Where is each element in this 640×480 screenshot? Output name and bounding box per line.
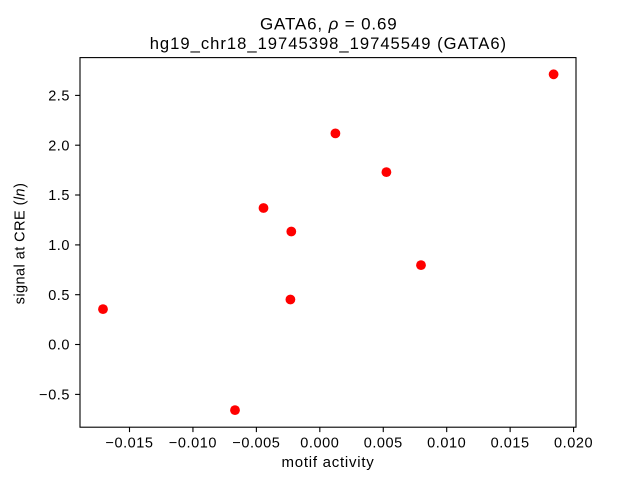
- svg-text:−0.010: −0.010: [169, 435, 217, 451]
- svg-text:GATA6, ρ = 0.69: GATA6, ρ = 0.69: [260, 15, 398, 34]
- svg-text:hg19_chr18_19745398_19745549 (: hg19_chr18_19745398_19745549 (GATA6): [150, 34, 507, 53]
- svg-text:motif activity: motif activity: [281, 454, 374, 471]
- svg-text:0.000: 0.000: [300, 435, 339, 451]
- svg-text:0.5: 0.5: [48, 288, 70, 304]
- svg-text:1.5: 1.5: [48, 188, 70, 204]
- svg-text:−0.5: −0.5: [39, 388, 70, 404]
- svg-text:−0.015: −0.015: [105, 435, 153, 451]
- svg-text:−0.005: −0.005: [232, 435, 280, 451]
- svg-text:0.015: 0.015: [491, 435, 530, 451]
- svg-text:0.005: 0.005: [364, 435, 403, 451]
- svg-text:0.0: 0.0: [48, 338, 70, 354]
- svg-text:1.0: 1.0: [48, 238, 70, 254]
- svg-text:signal at CRE (ln): signal at CRE (ln): [13, 183, 29, 305]
- svg-text:2.0: 2.0: [48, 138, 70, 154]
- svg-text:0.020: 0.020: [554, 435, 593, 451]
- svg-text:0.010: 0.010: [427, 435, 466, 451]
- svg-text:2.5: 2.5: [48, 89, 70, 105]
